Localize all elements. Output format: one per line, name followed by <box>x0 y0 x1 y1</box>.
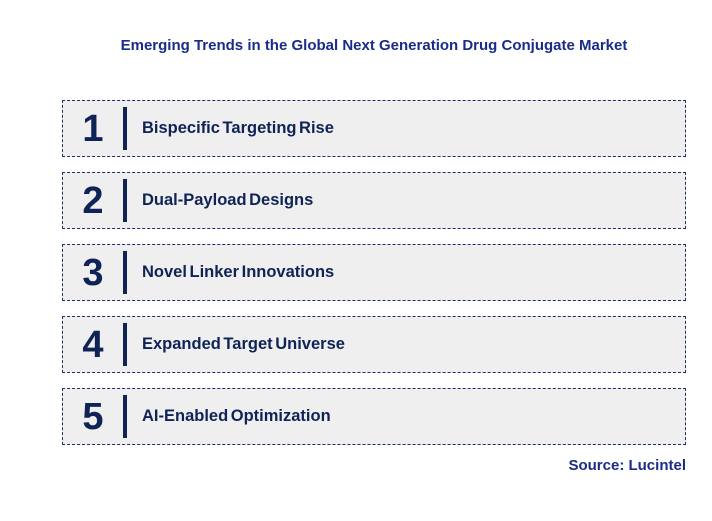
trend-card-5: 5 AI-Enabled Optimization <box>62 388 686 445</box>
source-attribution: Source: Lucintel <box>568 457 686 474</box>
trend-label: Dual-Payload Designs <box>142 191 314 209</box>
trend-number: 5 <box>82 395 104 438</box>
trend-label: Bispecific Targeting Rise <box>142 119 334 137</box>
vertical-divider <box>123 107 127 150</box>
vertical-divider <box>123 395 127 438</box>
page-title: Emerging Trends in the Global Next Gener… <box>120 37 628 54</box>
vertical-divider <box>123 323 127 366</box>
trend-card-3: 3 Novel Linker Innovations <box>62 244 686 301</box>
trend-number: 3 <box>82 251 104 294</box>
vertical-divider <box>123 179 127 222</box>
trend-label: Novel Linker Innovations <box>142 263 335 281</box>
trend-card-2: 2 Dual-Payload Designs <box>62 172 686 229</box>
trend-list: 1 Bispecific Targeting Rise 2 Dual-Paylo… <box>62 100 686 460</box>
trend-number: 2 <box>82 179 104 222</box>
trend-number: 1 <box>82 107 104 150</box>
trend-card-4: 4 Expanded Target Universe <box>62 316 686 373</box>
vertical-divider <box>123 251 127 294</box>
trend-card-1: 1 Bispecific Targeting Rise <box>62 100 686 157</box>
trend-label: AI-Enabled Optimization <box>142 407 331 425</box>
trend-number: 4 <box>82 323 104 366</box>
trend-label: Expanded Target Universe <box>142 335 345 353</box>
